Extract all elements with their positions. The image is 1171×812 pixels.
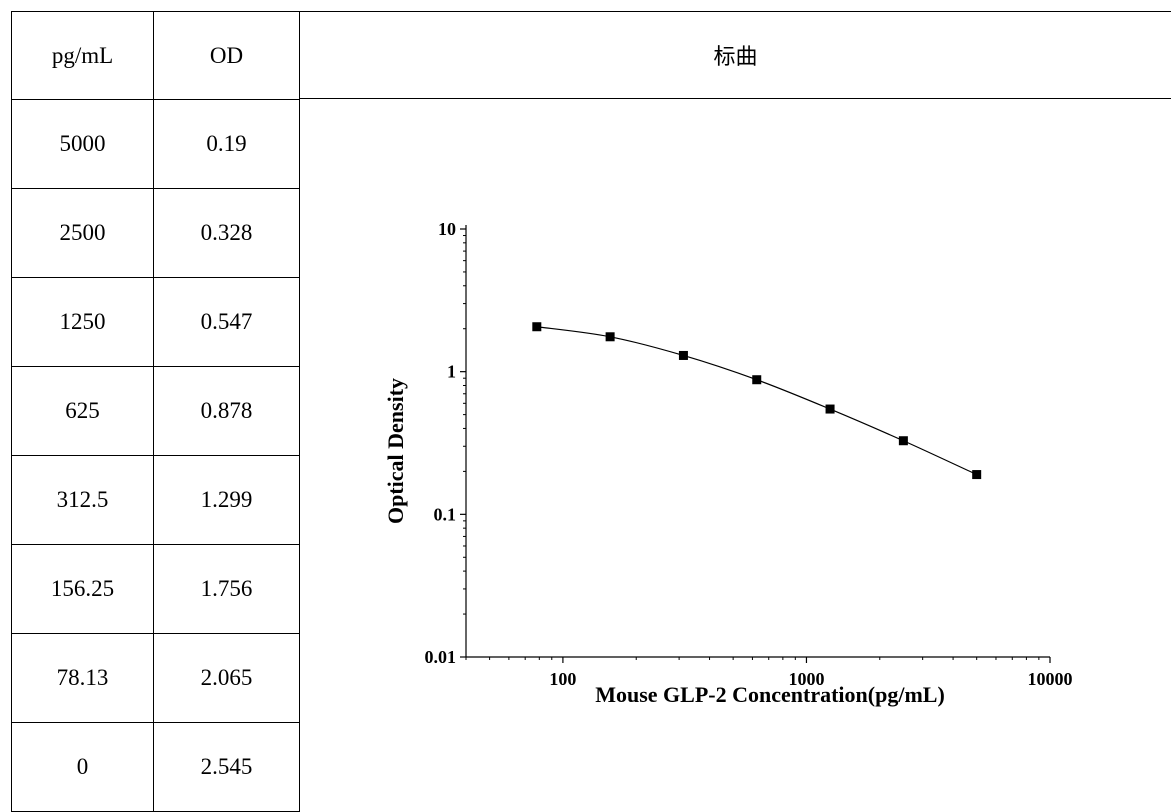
data-point-marker [972, 470, 982, 480]
data-point-marker [752, 375, 762, 385]
cell-od: 1.756 [153, 544, 300, 634]
data-point-marker [898, 436, 908, 446]
table-row: 312.5 1.299 [11, 455, 300, 545]
y-tick-label: 0.1 [434, 504, 457, 524]
x-axis-label: Mouse GLP-2 Concentration(pg/mL) [595, 682, 945, 707]
table-row: 2500 0.328 [11, 188, 300, 278]
data-point-marker [532, 322, 542, 332]
cell-od: 2.545 [153, 722, 300, 812]
cell-concentration: 312.5 [11, 455, 154, 545]
page-frame: pg/mL OD 5000 0.19 2500 0.328 1250 0.547… [11, 11, 1171, 812]
cell-od: 0.547 [153, 277, 300, 367]
data-point-marker [678, 350, 688, 360]
table-header-row: pg/mL OD [11, 11, 300, 100]
cell-concentration: 1250 [11, 277, 154, 367]
table-row: 5000 0.19 [11, 99, 300, 189]
y-tick-label: 1 [447, 362, 456, 382]
table-row: 78.13 2.065 [11, 633, 300, 723]
cell-concentration: 2500 [11, 188, 154, 278]
data-table: pg/mL OD 5000 0.19 2500 0.328 1250 0.547… [11, 11, 300, 812]
cell-od: 1.299 [153, 455, 300, 545]
standard-curve-chart: 0.01 0.1 1 10 100 1000 10000 Mouse GLP-2 Concen… [383, 219, 1073, 707]
table-row: 156.25 1.756 [11, 544, 300, 634]
x-tick-label: 1000 [788, 669, 824, 689]
cell-concentration: 156.25 [11, 544, 154, 634]
y-tick-label: 10 [438, 219, 456, 239]
cell-od: 2.065 [153, 633, 300, 723]
cell-od: 0.19 [153, 99, 300, 189]
x-tick-label: 10000 [1028, 669, 1073, 689]
cell-concentration: 78.13 [11, 633, 154, 723]
table-row: 0 2.545 [11, 722, 300, 812]
y-axis-label: Optical Density [383, 378, 408, 524]
data-point-marker [825, 404, 835, 414]
table-row: 1250 0.547 [11, 277, 300, 367]
data-point-marker [605, 332, 615, 342]
table-row: 625 0.878 [11, 366, 300, 456]
header-od: OD [153, 11, 300, 100]
cell-concentration: 0 [11, 722, 154, 812]
fit-curve-line [536, 326, 977, 476]
header-concentration: pg/mL [11, 11, 154, 100]
x-tick-label: 100 [549, 669, 576, 689]
cell-od: 0.328 [153, 188, 300, 278]
chart-title: 标曲 [300, 11, 1171, 99]
y-tick-label: 0.01 [425, 647, 457, 667]
cell-concentration: 625 [11, 366, 154, 456]
cell-concentration: 5000 [11, 99, 154, 189]
cell-od: 0.878 [153, 366, 300, 456]
